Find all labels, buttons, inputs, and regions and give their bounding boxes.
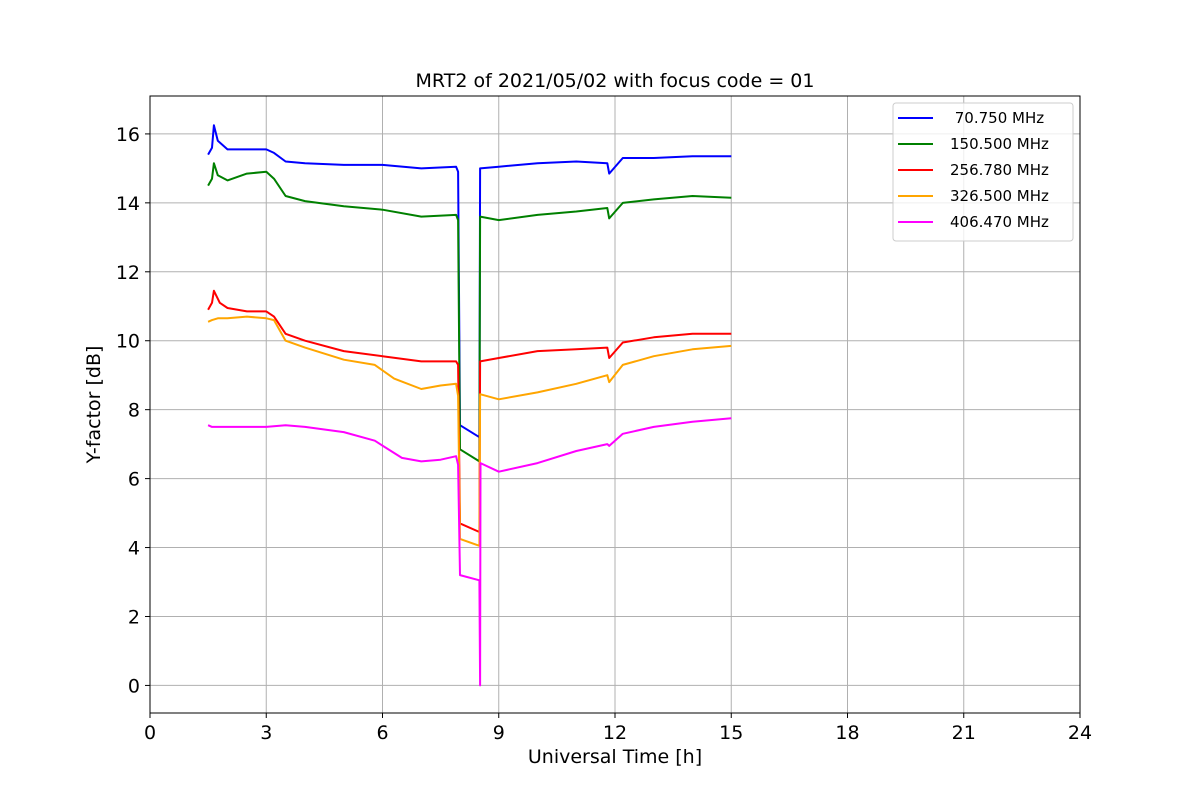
x-tick-label: 21 — [952, 722, 976, 744]
y-tick-label: 2 — [128, 606, 140, 628]
y-axis-ticks: 0 2 4 6 8 10 12 14 16 — [116, 124, 150, 697]
series-line-4 — [207, 417, 732, 687]
y-tick-label: 0 — [128, 675, 140, 697]
legend: 70.750 MHz 150.500 MHz 256.780 MHz 326.500 … — [892, 102, 1074, 242]
grid — [149, 96, 1081, 713]
legend-label-0: 70.750 MHz — [950, 109, 1044, 127]
chart-title: MRT2 of 2021/05/02 with focus code = 01 — [416, 70, 815, 92]
legend-box — [892, 102, 1074, 242]
y-tick-label: 10 — [116, 331, 140, 353]
x-tick-label: 6 — [376, 722, 388, 744]
x-tick-label: 12 — [603, 722, 627, 744]
x-tick-label: 24 — [1068, 722, 1092, 744]
y-axis-label: Y-factor [dB] — [83, 346, 105, 465]
y-tick-label: 14 — [116, 193, 140, 215]
legend-label-3: 326.500 MHz — [950, 187, 1049, 205]
series-lines — [207, 124, 732, 687]
x-tick-label: 0 — [144, 722, 156, 744]
y-tick-label: 6 — [128, 469, 140, 491]
y-tick-label: 4 — [128, 538, 140, 560]
x-tick-label: 9 — [493, 722, 505, 744]
series-line-0 — [207, 124, 732, 439]
legend-label-2: 256.780 MHz — [950, 161, 1049, 179]
y-tick-label: 16 — [116, 124, 140, 146]
legend-label-1: 150.500 MHz — [950, 135, 1049, 153]
y-tick-label: 12 — [116, 262, 140, 284]
x-axis-label: Universal Time [h] — [528, 746, 702, 768]
x-tick-label: 18 — [835, 722, 859, 744]
x-tick-label: 3 — [260, 722, 272, 744]
series-line-2 — [207, 289, 732, 533]
series-line-3 — [207, 315, 732, 547]
legend-items: 70.750 MHz 150.500 MHz 256.780 MHz 326.500 … — [898, 109, 1049, 231]
legend-label-4: 406.470 MHz — [950, 213, 1049, 231]
x-tick-label: 15 — [719, 722, 743, 744]
x-axis-ticks: 0 3 6 9 12 15 18 21 24 — [144, 713, 1092, 744]
y-tick-label: 8 — [128, 400, 140, 422]
series-line-1 — [207, 162, 732, 463]
